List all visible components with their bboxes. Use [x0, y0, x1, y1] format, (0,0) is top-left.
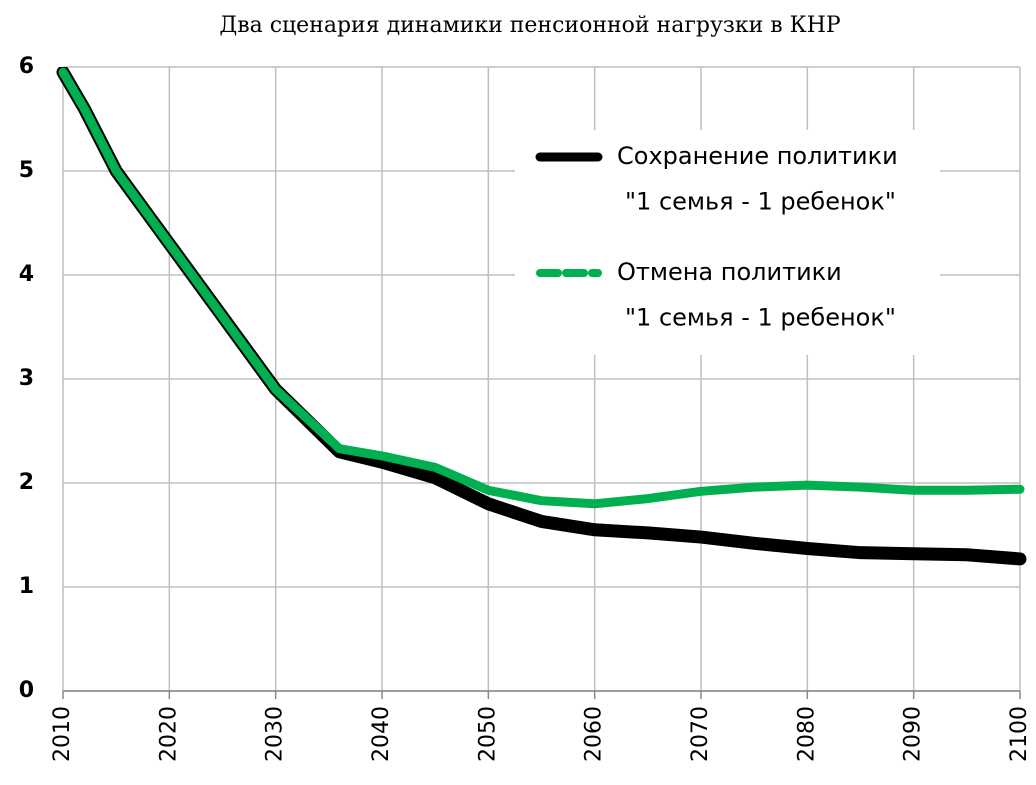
y-tick-label: 6 [19, 54, 34, 79]
x-tick-label: 2080 [794, 706, 819, 762]
x-tick-label: 2090 [901, 706, 926, 762]
legend-label: Сохранение политики "1 семья - 1 ребенок" [617, 142, 898, 216]
y-tick-label: 2 [19, 470, 34, 495]
legend-box [515, 130, 940, 355]
x-tick-label: 2020 [156, 706, 181, 762]
x-tick-label: 2070 [688, 706, 713, 762]
x-tick-label: 2010 [50, 706, 75, 762]
y-tick-label: 3 [19, 366, 34, 391]
y-tick-label: 1 [19, 574, 34, 599]
series-line [58, 67, 1025, 509]
y-tick-label: 0 [19, 678, 34, 703]
y-tick-label: 4 [19, 262, 34, 287]
legend-label: Отмена политики "1 семья - 1 ребенок" [617, 258, 896, 332]
chart-title: Два сценария динамики пенсионной нагрузк… [219, 13, 841, 38]
x-tick-label: 2030 [263, 706, 288, 762]
x-tick-label: 2050 [475, 706, 500, 762]
x-tick-label: 2100 [1007, 706, 1032, 762]
x-tick-label: 2060 [582, 706, 607, 762]
y-tick-label: 5 [19, 158, 34, 183]
x-tick-label: 2040 [369, 706, 394, 762]
